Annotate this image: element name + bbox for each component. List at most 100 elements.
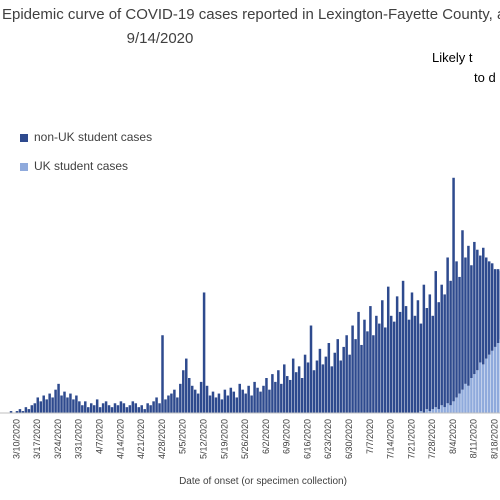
x-tick-label: 7/14/2020 [386, 419, 396, 459]
bar [467, 245, 470, 386]
bar [131, 401, 135, 413]
bar [440, 284, 443, 406]
bar [161, 335, 164, 413]
bar [342, 346, 345, 413]
bar [51, 397, 54, 413]
bar [360, 344, 363, 413]
bar [235, 397, 239, 413]
bar [259, 391, 262, 413]
bar [496, 343, 500, 413]
bar [226, 395, 230, 413]
bar [470, 378, 473, 413]
bar [155, 397, 158, 413]
bar [461, 389, 464, 413]
bar [217, 393, 221, 413]
bar [386, 286, 390, 413]
bar [348, 354, 351, 413]
bar [467, 385, 470, 413]
x-tick-label: 7/7/2020 [365, 419, 375, 454]
legend-label: UK student cases [34, 159, 128, 173]
bar [36, 397, 40, 413]
bar [449, 405, 452, 413]
bar [294, 372, 298, 413]
bar [158, 403, 161, 413]
bar [134, 403, 138, 413]
bar [375, 315, 378, 413]
bar [149, 405, 152, 413]
bar [164, 399, 167, 413]
bar [113, 403, 117, 413]
bar [104, 401, 108, 413]
bar [404, 306, 408, 413]
bar [220, 399, 224, 413]
x-tick-label: 3/24/2020 [53, 419, 63, 459]
bar [250, 395, 253, 413]
bar [244, 393, 247, 413]
x-tick-label: 6/2/2020 [261, 419, 271, 454]
bar [366, 331, 369, 413]
bar [9, 411, 13, 413]
bar [24, 407, 28, 413]
bar [345, 335, 348, 413]
bar [140, 405, 143, 413]
bar [354, 339, 357, 413]
bar [274, 381, 277, 413]
bar [419, 411, 423, 413]
bar [75, 395, 78, 413]
bar [476, 370, 479, 413]
bar [484, 358, 488, 413]
x-tick-label: 6/16/2020 [302, 419, 312, 459]
bar [443, 407, 446, 413]
bar [315, 360, 319, 413]
bar [389, 315, 393, 413]
bar [333, 352, 337, 413]
bar [125, 407, 129, 413]
bar [425, 409, 429, 413]
bar [45, 399, 48, 413]
bar [455, 261, 458, 398]
bar [15, 411, 19, 413]
x-tick-label: 3/31/2020 [74, 419, 84, 459]
bar [487, 261, 491, 355]
bar [199, 381, 203, 413]
bar [256, 387, 259, 413]
bar [247, 385, 250, 413]
bar [401, 280, 405, 413]
bar [378, 323, 381, 413]
bar [431, 315, 435, 410]
x-tick-label: 5/19/2020 [219, 419, 229, 459]
bar [173, 389, 176, 413]
x-tick-label: 4/21/2020 [136, 419, 146, 459]
bar [318, 348, 322, 413]
bar [116, 405, 120, 413]
bar [330, 366, 334, 413]
bar [232, 391, 236, 413]
bar [339, 360, 342, 413]
x-tick-label: 5/5/2020 [178, 419, 188, 454]
bar [452, 401, 455, 413]
x-tick-label: 5/26/2020 [240, 419, 250, 459]
bar [253, 381, 256, 413]
bar [81, 405, 84, 413]
bar [458, 276, 461, 394]
bar [446, 257, 449, 404]
bar [271, 374, 274, 413]
bar [182, 370, 185, 413]
bar [291, 358, 295, 413]
bar [54, 389, 57, 413]
bar [95, 399, 99, 413]
bar [262, 385, 265, 413]
bar [473, 241, 476, 375]
bar [107, 405, 111, 413]
bar [455, 397, 458, 413]
bar [283, 364, 286, 413]
bar [482, 247, 485, 365]
x-tick-label: 4/28/2020 [157, 419, 167, 459]
x-tick-label: 8/4/2020 [448, 419, 458, 454]
bar [223, 389, 227, 413]
bar [128, 405, 132, 413]
bar [440, 405, 443, 413]
bar [428, 294, 432, 412]
bar [458, 393, 461, 413]
bar [92, 405, 96, 413]
